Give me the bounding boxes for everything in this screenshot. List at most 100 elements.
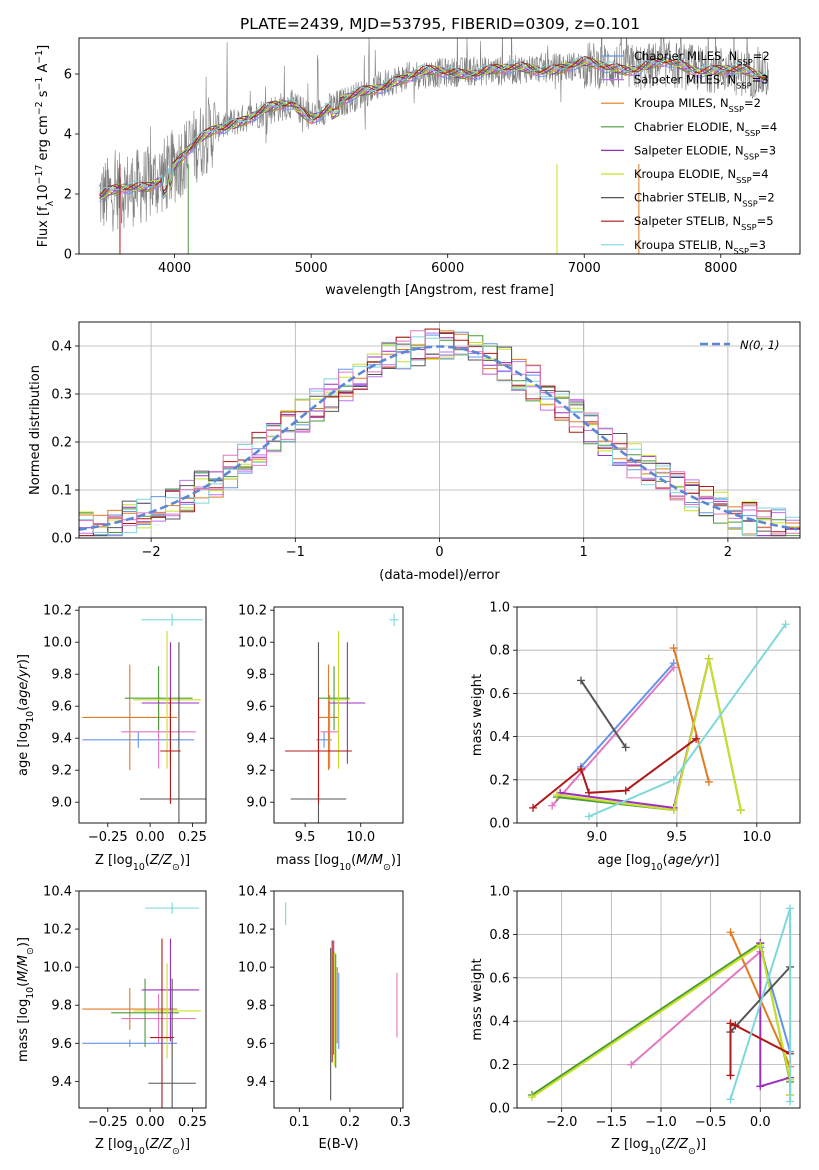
mass-vs-Z-frame (78, 890, 207, 1109)
residuals-legend-label: N(0, 1) (740, 338, 780, 352)
mass-vs-Z-ylabel-part: ⊙ (25, 947, 36, 955)
weight-vs-age-xlabel-part: ( (663, 853, 668, 868)
spectrum-ylabel-part: s (36, 90, 51, 101)
age-vs-Z-xtick-label-0: −0.25 (88, 830, 128, 845)
weight-vs-age-marker-5-0 (552, 790, 561, 799)
age-vs-Z-ytick-label-4: 9.8 (51, 668, 72, 683)
mass-vs-Z-ylabel-part: M/M (16, 955, 31, 982)
spectrum-ylabel-part: A (36, 64, 51, 77)
residuals-plot-area (79, 328, 800, 537)
spectrum-legend-label-1-part: Salpeter MILES, N (634, 73, 736, 87)
spectrum-legend-label-2-part: Kroupa MILES, N (634, 96, 729, 110)
residuals-legend: N(0, 1) (700, 338, 780, 352)
weight-vs-age-marker-2-0 (669, 644, 678, 653)
weight-vs-age-series-line-5 (556, 658, 742, 812)
age-vs-Z-ytick-label-1: 9.2 (51, 764, 72, 779)
spectrum-legend-label-8-part: Kroupa STELIB, N (634, 238, 734, 252)
weight-vs-age-ytick-label-4: 0.8 (489, 644, 510, 659)
spectrum-plot-area (99, 38, 769, 254)
age-vs-Z-plot-area (82, 613, 206, 823)
mass-vs-Z-xtick-label-2: 0.25 (178, 1115, 207, 1130)
age-vs-mass-ytick-label-0: 9.0 (246, 796, 267, 811)
spectrum-legend-label-4-part: =3 (759, 143, 776, 157)
mass-vs-Z-ylabel: mass [log10(M/M⊙)] (16, 937, 36, 1062)
mass-vs-Z-ytick-label-1: 9.6 (51, 1037, 72, 1052)
weight-vs-age-marker-7-4 (692, 734, 701, 743)
age-vs-Z-xlabel-part: 10 (133, 862, 145, 873)
spectrum-ylabel-part: 10 (36, 184, 51, 201)
age-vs-mass-ytick-label-4: 9.8 (246, 668, 267, 683)
mass-vs-Z-xtick-label-0: −0.25 (88, 1115, 128, 1130)
spectrum-legend-label-1: Salpeter MILES, NSSP=3 (634, 73, 769, 91)
age-vs-mass-ytick-label-1: 9.2 (246, 764, 267, 779)
residuals-ytick-label-0: 0.0 (51, 532, 72, 547)
age-vs-mass-xtick-label-0: 9.5 (295, 830, 316, 845)
age-vs-mass-axes: 9.5 10.0 9.0 9.2 9.4 9.6 9.8 10.0 10.2 (238, 604, 375, 845)
weight-vs-Z-xlabel-part: Z [log (611, 1137, 649, 1152)
weight-vs-age-xlabel-part: 10 (651, 862, 663, 873)
age-vs-Z-xlabel-part: Z [log (95, 853, 133, 868)
spectrum-legend-label-6-part: =2 (758, 191, 775, 205)
spectrum-legend-label-3-part: SSP (745, 128, 760, 138)
weight-vs-Z-xlabel-part: 10 (649, 1146, 661, 1157)
spectrum-ytick-label-2: 4 (64, 128, 72, 143)
weight-vs-age-xtick-label-1: 9.5 (667, 830, 688, 845)
weight-vs-Z-marker-5-1 (756, 941, 765, 950)
spectrum-ylabel-part: Flux [f (36, 206, 51, 247)
weight-vs-Z-xtick-label-4: 0.0 (750, 1115, 771, 1130)
age-vs-mass-ytick-label-6: 10.2 (238, 604, 267, 619)
spectrum-ytick-label-3: 6 (64, 68, 72, 83)
spectrum-legend-label-0-part: Chabrier MILES, N (634, 49, 737, 63)
spectrum-observed-line (99, 38, 769, 232)
weight-vs-age-xlabel-part: age/yr (668, 853, 711, 868)
spectrum-ylabel-part: −17 (34, 165, 45, 185)
age-vs-Z-xlabel-part: ( (145, 853, 150, 868)
spectrum-legend-label-4-part: Salpeter ELODIE, N (634, 143, 744, 157)
residuals-gaussian-curve (79, 345, 798, 531)
mass-vs-ebv-xlabel: E(B-V) (318, 1137, 358, 1152)
age-vs-mass-ytick-label-2: 9.4 (246, 732, 267, 747)
weight-vs-Z-marker-7-1 (726, 1019, 735, 1028)
age-vs-Z-xtick-label-2: 0.25 (178, 830, 207, 845)
weight-vs-age-series-line-0 (580, 662, 675, 768)
residuals-ylabel: Normed distribution (28, 365, 43, 495)
weight-vs-age-ytick-label-2: 0.4 (489, 730, 510, 745)
spectrum-legend-label-1-part: =3 (752, 73, 769, 87)
mass-vs-Z-xlabel-part: Z [log (95, 1137, 133, 1152)
mass-vs-Z-xlabel-part: 10 (133, 1146, 145, 1157)
residuals-xtick-label-1: −1 (286, 545, 305, 560)
age-vs-mass-xlabel-part: ( (351, 853, 356, 868)
spectrum-ylabel-part: ] (36, 45, 51, 50)
mass-vs-Z-ylabel-part: mass [log (16, 999, 31, 1062)
weight-vs-Z-marker-8-2 (786, 1097, 795, 1106)
weight-vs-age-ylabel: mass weight (470, 674, 485, 756)
residuals-xtick-label-3: 1 (580, 545, 588, 560)
age-vs-mass-ytick-label-5: 10.0 (238, 636, 267, 651)
spectrum-legend-label-3-part: Chabrier ELODIE, N (634, 120, 745, 134)
weight-vs-Z-xlabel-part: ⊙ (688, 1146, 696, 1157)
weight-vs-age-ytick-label-5: 1.0 (489, 601, 510, 616)
weight-vs-Z-xtick-label-2: −1.0 (645, 1115, 677, 1130)
age-vs-Z-ytick-label-5: 10.0 (43, 636, 72, 651)
residuals-ytick-label-4: 0.4 (51, 340, 72, 355)
age-vs-mass-frame (273, 606, 404, 824)
spectrum-legend-label-6: Chabrier STELIB, NSSP=2 (634, 191, 775, 209)
weight-vs-Z-series-line-1 (630, 951, 761, 1066)
spectrum-xtick-label-0: 4000 (158, 261, 191, 276)
spectrum-legend-label-8-part: SSP (734, 246, 749, 256)
weight-vs-Z-series-line-6 (729, 966, 791, 1033)
weight-vs-age-series-line-2 (672, 647, 710, 783)
mass-vs-Z-xlabel-part: Z/Z (149, 1137, 173, 1152)
spectrum-legend-label-0-part: =2 (753, 49, 770, 63)
mass-vs-Z-xlabel-part: ( (145, 1137, 150, 1152)
spectrum-legend-label-1-part: SSP (736, 81, 751, 91)
mass-vs-Z-xlabel-part: ⊙ (172, 1146, 180, 1157)
spectrum-xtick-label-1: 5000 (295, 261, 328, 276)
spectrum-legend-label-4-part: SSP (744, 151, 759, 161)
mass-vs-Z-ytick-label-4: 10.2 (43, 923, 72, 938)
age-vs-mass-xlabel-part: mass [log (276, 853, 339, 868)
weight-vs-age-marker-7-1 (576, 765, 585, 773)
mass-vs-Z-axes: −0.25 0.00 0.25 9.4 9.6 9.8 10.0 10.2 10.4 (43, 885, 207, 1131)
spectrum-legend-label-8-part: =3 (749, 238, 766, 252)
mass-vs-ebv-ytick-label-4: 10.2 (238, 923, 267, 938)
